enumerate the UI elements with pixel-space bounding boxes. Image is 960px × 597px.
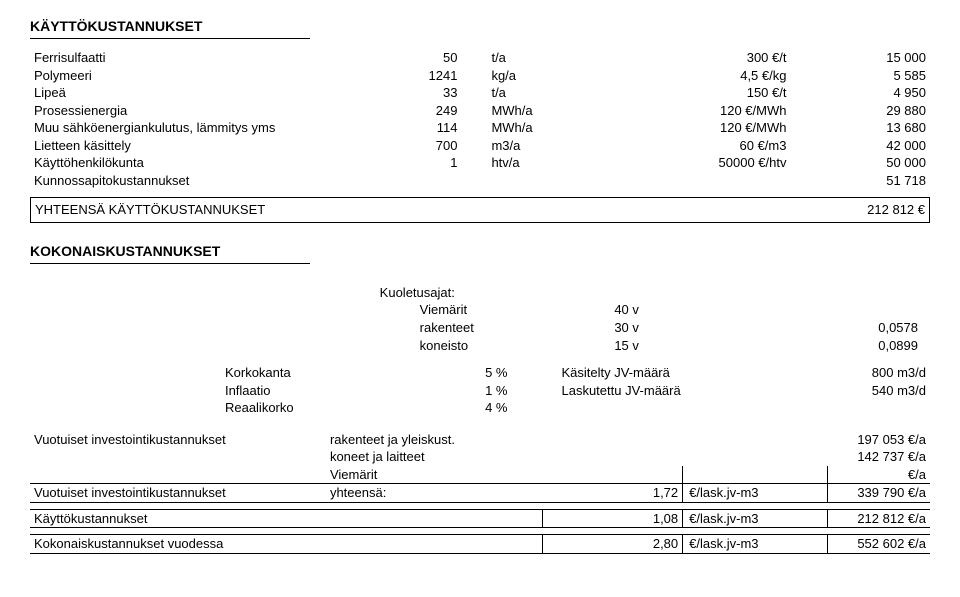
opex-unit: m3/a (461, 137, 629, 155)
section1-title: KÄYTTÖKUSTANNUKSET (30, 18, 930, 34)
opex-value: 15 000 (790, 49, 930, 67)
opex-sum: YHTEENSÄ KÄYTTÖKUSTANNUKSET 212 812 € (30, 197, 930, 223)
opex-unit: MWh/a (461, 102, 629, 120)
op-rate: 1,08 (542, 509, 683, 528)
opex-unit: htv/a (461, 154, 629, 172)
param-label: Korkokanta (221, 364, 402, 382)
kuo-years: 30 v (610, 319, 728, 337)
op-unit: €/lask.jv-m3 (683, 509, 828, 528)
param-unit (790, 399, 930, 417)
inv-row-text: koneet ja laitteet (326, 448, 542, 466)
tot-val: 552 602 €/a (827, 535, 930, 554)
param-label: Inflaatio (221, 382, 402, 400)
totals-table: Vuotuiset investointikustannukset rakent… (30, 431, 930, 554)
opex-value: 29 880 (790, 102, 930, 120)
opex-qty (322, 172, 461, 190)
inv-label: Vuotuiset investointikustannukset (30, 431, 326, 449)
opex-unit: t/a (461, 84, 629, 102)
inv-row-text: Viemärit (326, 466, 542, 484)
opex-value: 13 680 (790, 119, 930, 137)
param-unit: 800 m3/d (790, 364, 930, 382)
opex-value: 4 950 (790, 84, 930, 102)
opex-price: 120 €/MWh (629, 102, 790, 120)
opex-qty: 700 (322, 137, 461, 155)
inv2-label: Vuotuiset investointikustannukset (30, 484, 326, 503)
opex-unit: kg/a (461, 67, 629, 85)
op-label: Käyttökustannukset (30, 509, 326, 528)
kuo-label: koneisto (220, 337, 611, 355)
opex-table: Ferrisulfaatti50t/a300 €/t15 000 Polymeer… (30, 49, 930, 189)
opex-label: Polymeeri (30, 67, 322, 85)
opex-label: Prosessienergia (30, 102, 322, 120)
param-value: 4 % (402, 399, 512, 417)
opex-unit (461, 172, 629, 190)
tot-label: Kokonaiskustannukset vuodessa (30, 535, 326, 554)
kuo-factor: 0,0578 (729, 319, 922, 337)
param-value: 5 % (402, 364, 512, 382)
kuo-label: Viemärit (220, 301, 611, 319)
inv2-text: yhteensä: (326, 484, 542, 503)
kuo-years: 40 v (610, 301, 728, 319)
kuo-factor (729, 301, 922, 319)
param-label: Reaalikorko (221, 399, 402, 417)
kuo-factor: 0,0899 (729, 337, 922, 355)
op-val: 212 812 €/a (827, 509, 930, 528)
inv-row-val: €/a (827, 466, 930, 484)
opex-sum-value: 212 812 € (550, 198, 930, 223)
param-value: 1 % (402, 382, 512, 400)
tot-rate: 2,80 (542, 535, 683, 554)
kuo-label: rakenteet (220, 319, 611, 337)
param-unit: 540 m3/d (790, 382, 930, 400)
inv2-val: 339 790 €/a (827, 484, 930, 503)
params-table: Korkokanta5 %Käsitelty JV-määrä800 m3/d I… (30, 364, 930, 417)
opex-qty: 249 (322, 102, 461, 120)
inv2-rate: 1,72 (542, 484, 683, 503)
opex-qty: 114 (322, 119, 461, 137)
param-text (511, 399, 789, 417)
kuo-title: Kuoletusajat: (220, 284, 611, 302)
opex-label: Lipeä (30, 84, 322, 102)
opex-qty: 1 (322, 154, 461, 172)
inv-row-val: 197 053 €/a (827, 431, 930, 449)
opex-unit: t/a (461, 49, 629, 67)
tot-unit: €/lask.jv-m3 (683, 535, 828, 554)
opex-sum-label: YHTEENSÄ KÄYTTÖKUSTANNUKSET (31, 198, 550, 223)
opex-value: 51 718 (790, 172, 930, 190)
amort-table: Kuoletusajat: Viemärit40 vrakenteet30 v0… (30, 284, 930, 354)
inv2-unit: €/lask.jv-m3 (683, 484, 828, 503)
opex-price: 60 €/m3 (629, 137, 790, 155)
opex-price: 50000 €/htv (629, 154, 790, 172)
opex-qty: 33 (322, 84, 461, 102)
rule (30, 38, 310, 39)
opex-label: Lietteen käsittely (30, 137, 322, 155)
opex-qty: 1241 (322, 67, 461, 85)
opex-value: 42 000 (790, 137, 930, 155)
opex-price: 4,5 €/kg (629, 67, 790, 85)
kuo-years: 15 v (610, 337, 728, 355)
opex-unit: MWh/a (461, 119, 629, 137)
opex-price: 120 €/MWh (629, 119, 790, 137)
opex-label: Ferrisulfaatti (30, 49, 322, 67)
param-text: Laskutettu JV-määrä (511, 382, 789, 400)
opex-value: 5 585 (790, 67, 930, 85)
inv-row-val: 142 737 €/a (827, 448, 930, 466)
opex-price: 300 €/t (629, 49, 790, 67)
opex-label: Muu sähköenergiankulutus, lämmitys yms (30, 119, 322, 137)
section2-title: KOKONAISKUSTANNUKSET (30, 243, 930, 259)
opex-label: Kunnossapitokustannukset (30, 172, 322, 190)
inv-row-text: rakenteet ja yleiskust. (326, 431, 542, 449)
param-text: Käsitelty JV-määrä (511, 364, 789, 382)
opex-price (629, 172, 790, 190)
opex-qty: 50 (322, 49, 461, 67)
opex-value: 50 000 (790, 154, 930, 172)
opex-label: Käyttöhenkilökunta (30, 154, 322, 172)
rule (30, 263, 310, 264)
opex-price: 150 €/t (629, 84, 790, 102)
